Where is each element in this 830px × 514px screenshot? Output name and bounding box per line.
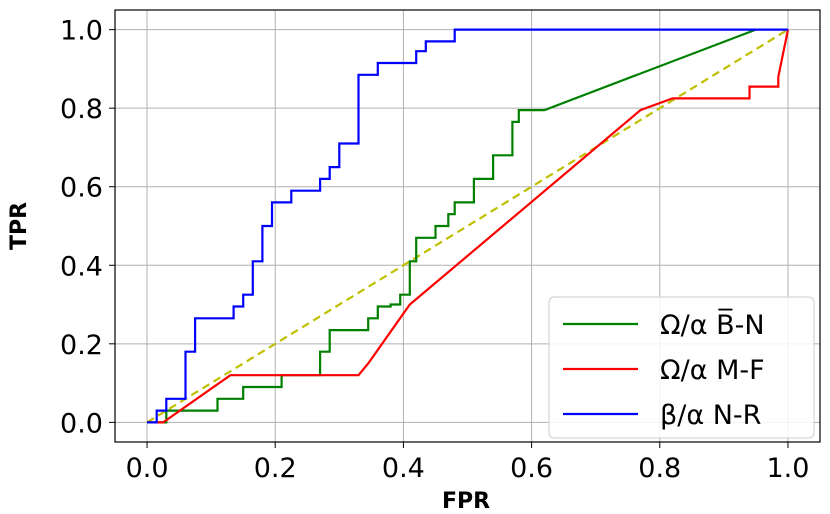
x-axis-title: FPR [442,489,490,514]
x-tick-label: 1.0 [766,453,809,484]
x-tick-label: 0.0 [126,453,169,484]
series-line-omega-m-f [147,29,790,424]
series-line-omega-b-n [147,28,757,424]
axis-ticks: 0.0 0.2 0.4 0.6 0.8 1.0 0.0 0.2 0.4 0.6 0.8 1.0 [60,16,809,484]
y-tick-label: 0.2 [60,330,103,361]
y-tick-label: 0.4 [60,251,103,282]
legend-label-beta-n-r: β/α N-R [660,400,761,431]
legend: Ω/α B̅-N Ω/α M-F β/α N-R [548,296,815,439]
legend-label-omega-b-n: Ω/α B̅-N [660,309,765,341]
grid [115,10,820,442]
y-tick-label: 1.0 [60,16,103,47]
x-tick-label: 0.6 [510,453,553,484]
x-tick-label: 0.8 [638,453,681,484]
y-tick-label: 0.6 [60,173,103,204]
x-tick-label: 0.4 [382,453,425,484]
series-lines [146,28,790,424]
x-tick-label: 0.2 [254,453,297,484]
series-line-beta-n-r [147,28,788,424]
y-tick-label: 0.0 [60,408,103,439]
legend-box [548,296,815,439]
legend-label-omega-m-f: Ω/α M-F [660,355,765,386]
chance-diagonal-line [146,28,789,424]
y-tick-label: 0.8 [60,94,103,125]
plot-frame [114,9,821,443]
y-axis-title: TPR [7,202,32,250]
